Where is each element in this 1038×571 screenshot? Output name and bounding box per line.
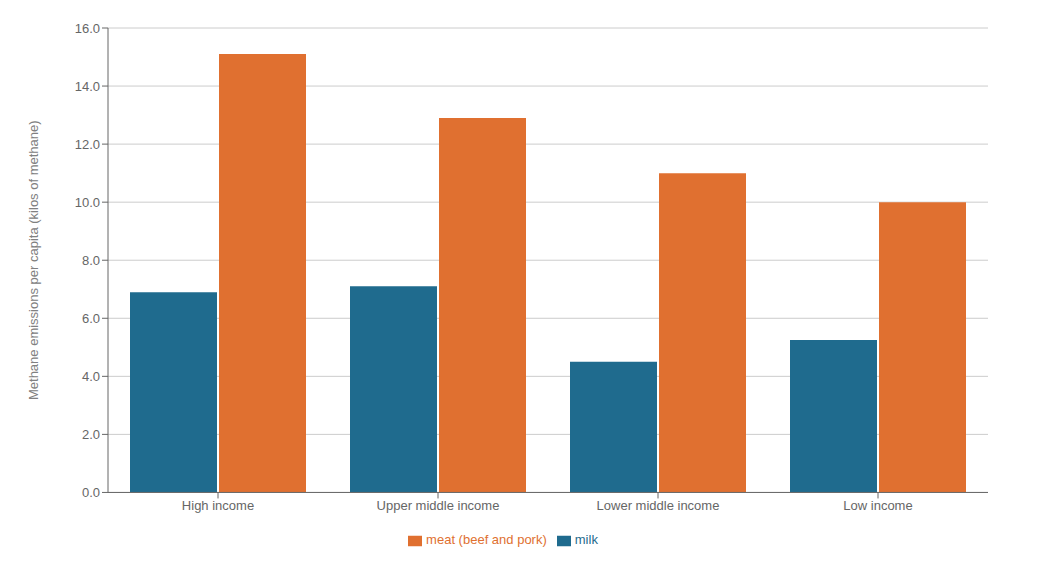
svg-text:Methane emissions per capita (: Methane emissions per capita (kilos of m… [26, 120, 41, 400]
svg-text:6.0: 6.0 [82, 311, 100, 326]
svg-text:14.0: 14.0 [75, 79, 100, 94]
svg-text:Upper middle income: Upper middle income [377, 498, 500, 513]
svg-text:2.0: 2.0 [82, 427, 100, 442]
svg-text:10.0: 10.0 [75, 195, 100, 210]
svg-text:High income: High income [182, 498, 254, 513]
svg-text:Low income: Low income [843, 498, 912, 513]
html-text:meat (beef and pork): meat (beef and pork) [426, 532, 547, 548]
svg-text:16.0: 16.0 [75, 21, 100, 36]
svg-text:0.0: 0.0 [82, 485, 100, 500]
svg-text:12.0: 12.0 [75, 137, 100, 152]
html-text:milk: milk [574, 532, 598, 548]
svg-text:4.0: 4.0 [82, 369, 100, 384]
svg-text:8.0: 8.0 [82, 253, 100, 268]
svg-text:Lower middle income: Lower middle income [597, 498, 720, 513]
